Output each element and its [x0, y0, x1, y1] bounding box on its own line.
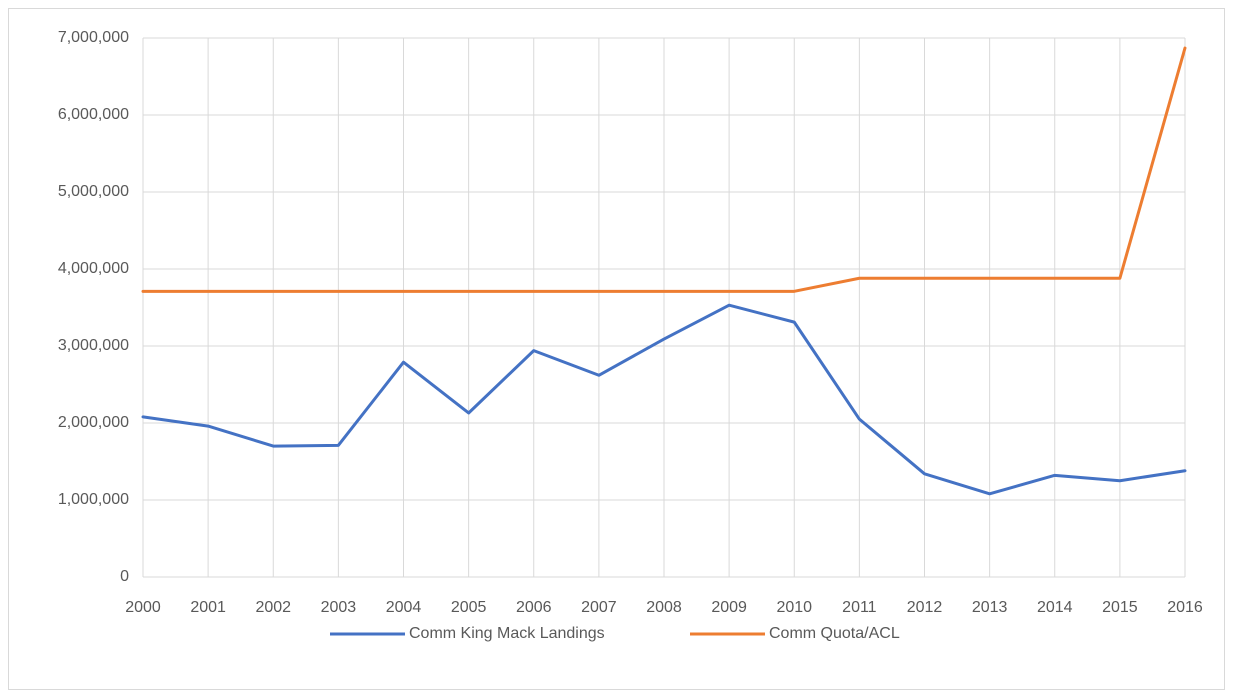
series-line	[141, 46, 1187, 293]
x-tick-label: 2011	[842, 599, 877, 616]
y-tick-label: 6,000,000	[58, 106, 129, 123]
x-tick-label: 2001	[190, 599, 226, 616]
x-tick-label: 2005	[451, 599, 487, 616]
x-tick-label: 2004	[386, 599, 422, 616]
x-tick-label: 2006	[516, 599, 552, 616]
y-tick-label: 0	[120, 568, 129, 585]
x-tick-label: 2016	[1167, 599, 1203, 616]
chart-border	[8, 8, 1225, 690]
y-tick-label: 4,000,000	[58, 260, 129, 277]
x-tick-label: 2002	[255, 599, 291, 616]
x-tick-label: 2013	[972, 599, 1008, 616]
x-tick-label: 2014	[1037, 599, 1073, 616]
legend-label: Comm King Mack Landings	[409, 625, 605, 642]
x-tick-label: 2009	[711, 599, 747, 616]
x-tick-label: 2007	[581, 599, 617, 616]
x-tick-label: 2015	[1102, 599, 1138, 616]
y-tick-label: 1,000,000	[58, 491, 129, 508]
y-tick-label: 7,000,000	[58, 29, 129, 46]
y-tick-label: 3,000,000	[58, 337, 129, 354]
series-line	[141, 303, 1187, 496]
x-tick-label: 2012	[907, 599, 943, 616]
y-tick-label: 2,000,000	[58, 414, 129, 431]
legend-label: Comm Quota/ACL	[769, 625, 900, 642]
y-tick-label: 5,000,000	[58, 183, 129, 200]
x-tick-label: 2000	[125, 599, 161, 616]
x-tick-label: 2010	[776, 599, 812, 616]
x-tick-label: 2003	[321, 599, 357, 616]
x-tick-label: 2008	[646, 599, 682, 616]
